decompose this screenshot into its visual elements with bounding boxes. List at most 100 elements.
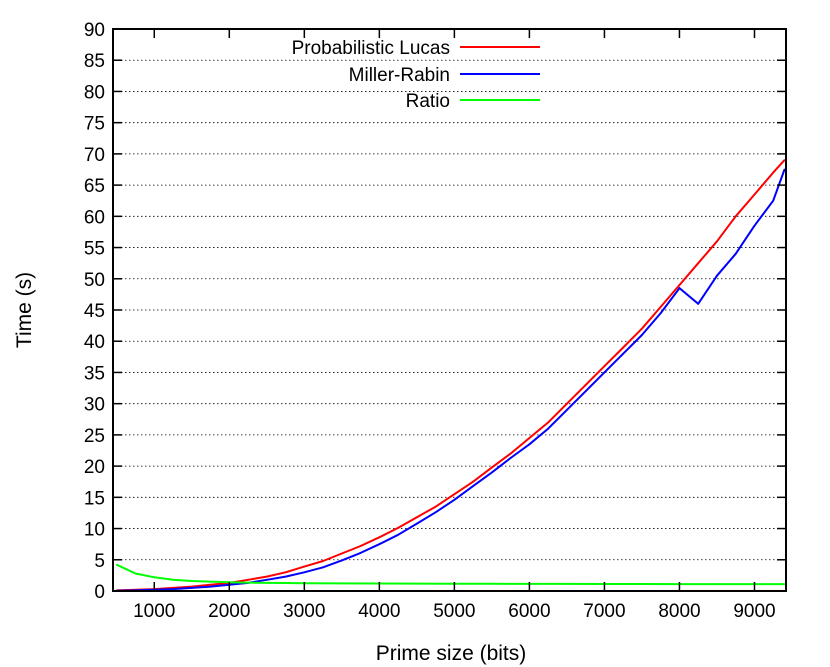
data-point	[378, 536, 381, 539]
data-point	[509, 452, 512, 455]
data-point	[134, 572, 137, 575]
data-point	[716, 583, 718, 585]
data-point	[491, 466, 493, 469]
data-point	[303, 565, 306, 568]
data-point	[734, 252, 737, 255]
series-miller-rabin	[115, 168, 786, 592]
data-point	[359, 552, 362, 554]
legend: Probabilistic Lucas Miller-Rabin Ratio	[292, 38, 540, 112]
data-point	[265, 582, 268, 584]
data-point	[153, 576, 156, 579]
data-point	[416, 582, 418, 585]
y-tick-label: 5	[94, 551, 105, 572]
data-point	[416, 522, 418, 525]
data-point	[265, 578, 268, 581]
data-point	[659, 312, 662, 314]
data-point	[209, 580, 212, 583]
gridlines	[113, 59, 786, 561]
y-tick-label: 90	[84, 20, 105, 41]
data-point	[566, 402, 568, 405]
data-point	[528, 437, 531, 439]
data-point	[359, 545, 362, 547]
y-tick-label: 20	[84, 457, 105, 478]
data-point	[190, 580, 193, 582]
data-point	[584, 384, 587, 386]
data-point	[603, 371, 606, 374]
data-point	[247, 578, 250, 581]
y-tick-label: 65	[84, 176, 105, 197]
data-point	[172, 588, 174, 590]
data-point	[716, 274, 718, 277]
y-tick-label: 40	[84, 332, 105, 353]
data-point	[622, 346, 625, 349]
data-point	[397, 533, 399, 536]
data-point	[584, 390, 587, 393]
series-probabilistic-lucas	[115, 159, 786, 592]
data-point	[247, 581, 250, 584]
data-point	[397, 527, 399, 529]
data-point	[783, 168, 786, 171]
data-point	[547, 421, 550, 424]
data-point	[622, 352, 625, 355]
data-point	[322, 566, 324, 569]
data-point	[416, 516, 418, 519]
y-tick-label: 35	[84, 363, 105, 384]
data-point	[697, 302, 700, 305]
y-tick-label: 55	[84, 239, 105, 260]
data-point	[659, 306, 662, 308]
x-tick-label: 2000	[208, 601, 250, 622]
data-point	[209, 583, 212, 586]
data-point	[603, 365, 606, 368]
ticks: 0 5 10 15 20 25 30 35 40 45 50 55 60 65 70 75 80 85 90 1000…	[84, 20, 786, 622]
data-point	[491, 471, 493, 474]
y-tick-label: 25	[84, 426, 105, 447]
data-point	[772, 171, 775, 174]
y-tick-label: 50	[84, 270, 105, 291]
data-point	[340, 582, 343, 585]
data-point	[453, 493, 456, 496]
y-tick-label: 60	[84, 207, 105, 228]
data-point	[547, 427, 550, 430]
x-tick-label: 4000	[358, 601, 400, 622]
y-axis-title: Time (s)	[13, 272, 36, 348]
data-point	[753, 224, 756, 227]
y-tick-label: 70	[84, 145, 105, 166]
x-tick-label: 3000	[283, 601, 325, 622]
data-point	[528, 443, 531, 446]
data-point	[172, 578, 174, 581]
data-point	[434, 511, 437, 514]
x-tick-label: 8000	[658, 601, 700, 622]
x-tick-label: 6000	[508, 601, 550, 622]
data-point	[340, 552, 343, 555]
data-point	[115, 563, 118, 566]
data-point	[303, 571, 306, 574]
y-tick-label: 30	[84, 395, 105, 416]
data-point	[753, 193, 756, 196]
data-point	[284, 575, 287, 578]
data-point	[453, 498, 456, 501]
data-point	[783, 159, 786, 162]
data-point	[472, 485, 474, 487]
x-tick-label: 1000	[133, 601, 175, 622]
legend-label-miller-rabin: Miller-Rabin	[349, 65, 450, 86]
data-point	[284, 582, 287, 584]
data-point	[566, 583, 568, 585]
data-point	[378, 543, 381, 546]
x-tick-label: 9000	[733, 601, 775, 622]
series-line-ratio	[116, 563, 785, 586]
x-axis-title: Prime size (bits)	[376, 642, 527, 665]
data-point	[340, 559, 343, 562]
x-tick-label: 7000	[583, 601, 625, 622]
data-point	[678, 287, 681, 289]
data-point	[509, 457, 512, 459]
data-point	[566, 409, 568, 411]
data-point	[265, 575, 268, 578]
plot-frame	[112, 28, 787, 592]
data-point	[641, 327, 643, 330]
legend-label-ratio: Ratio	[406, 91, 450, 112]
data-point	[734, 215, 737, 218]
y-tick-label: 75	[84, 114, 105, 135]
data-point	[697, 262, 700, 265]
y-tick-label: 45	[84, 301, 105, 322]
